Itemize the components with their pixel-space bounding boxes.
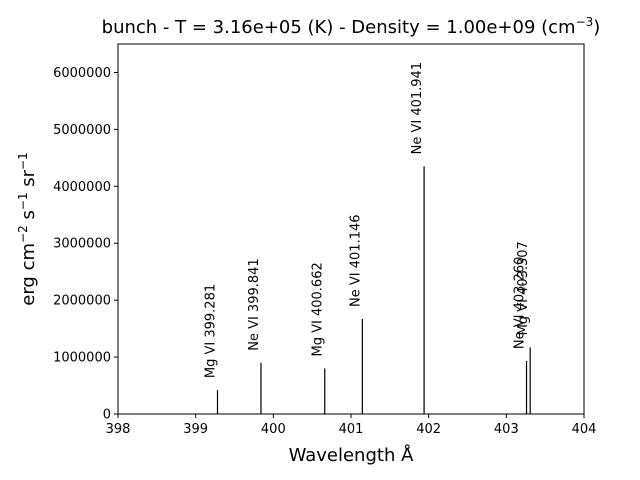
- y-tick-label: 4000000: [53, 180, 111, 195]
- plot-area: 398 399 400 401 402 403 404 0 1000000 2000000 3000…: [53, 62, 596, 437]
- x-axis-title: Wavelength Å: [289, 444, 415, 466]
- x-tick-label: 399: [183, 422, 208, 437]
- chart-title: bunch - T = 3.16e+05 (K) - Density = 1.0…: [102, 15, 601, 38]
- x-tick-label: 403: [494, 422, 519, 437]
- x-tick-label: 398: [106, 422, 131, 437]
- spectral-line-label: Ne VI 401.941: [410, 62, 425, 154]
- spectral-line-label: Mg VI 400.662: [311, 262, 326, 356]
- chart-title-superscript: −3: [576, 15, 594, 29]
- spectral-line-label: Ne VI 401.146: [348, 214, 363, 306]
- y-tick-label: 6000000: [53, 66, 111, 81]
- y-tick-label: 5000000: [53, 123, 111, 138]
- spectral-line-label: Ne VI 399.841: [247, 258, 262, 350]
- y-tick-label: 0: [103, 408, 111, 423]
- y-tick-label: 3000000: [53, 237, 111, 252]
- y-axis-title-mid1: s: [18, 210, 39, 225]
- x-tick-label: 400: [261, 422, 286, 437]
- y-axis-title-base: erg cm: [18, 243, 39, 306]
- y-tick-label: 2000000: [53, 294, 111, 309]
- spectral-line-label: Mg VI 399.281: [203, 284, 218, 378]
- y-axis-title-sup3: −1: [16, 152, 30, 170]
- y-axis-title: erg cm−2 s−1 sr−1: [16, 152, 39, 305]
- chart-title-suffix: ): [593, 17, 600, 38]
- x-tick-label: 404: [572, 422, 597, 437]
- y-axis-title-mid2: sr: [18, 169, 39, 192]
- plot-frame: [117, 43, 585, 415]
- x-tick-label: 402: [416, 422, 441, 437]
- spectral-line-label: Ne VI 403.260: [513, 257, 528, 349]
- y-axis-title-sup2: −1: [16, 192, 30, 210]
- spectral-line-label: Mg VI 403.307: [516, 241, 531, 335]
- y-axis-title-sup1: −2: [16, 225, 30, 243]
- chart-title-main: bunch - T = 3.16e+05 (K) - Density = 1.0…: [102, 17, 576, 38]
- y-tick-label: 1000000: [53, 351, 111, 366]
- x-tick-label: 401: [339, 422, 364, 437]
